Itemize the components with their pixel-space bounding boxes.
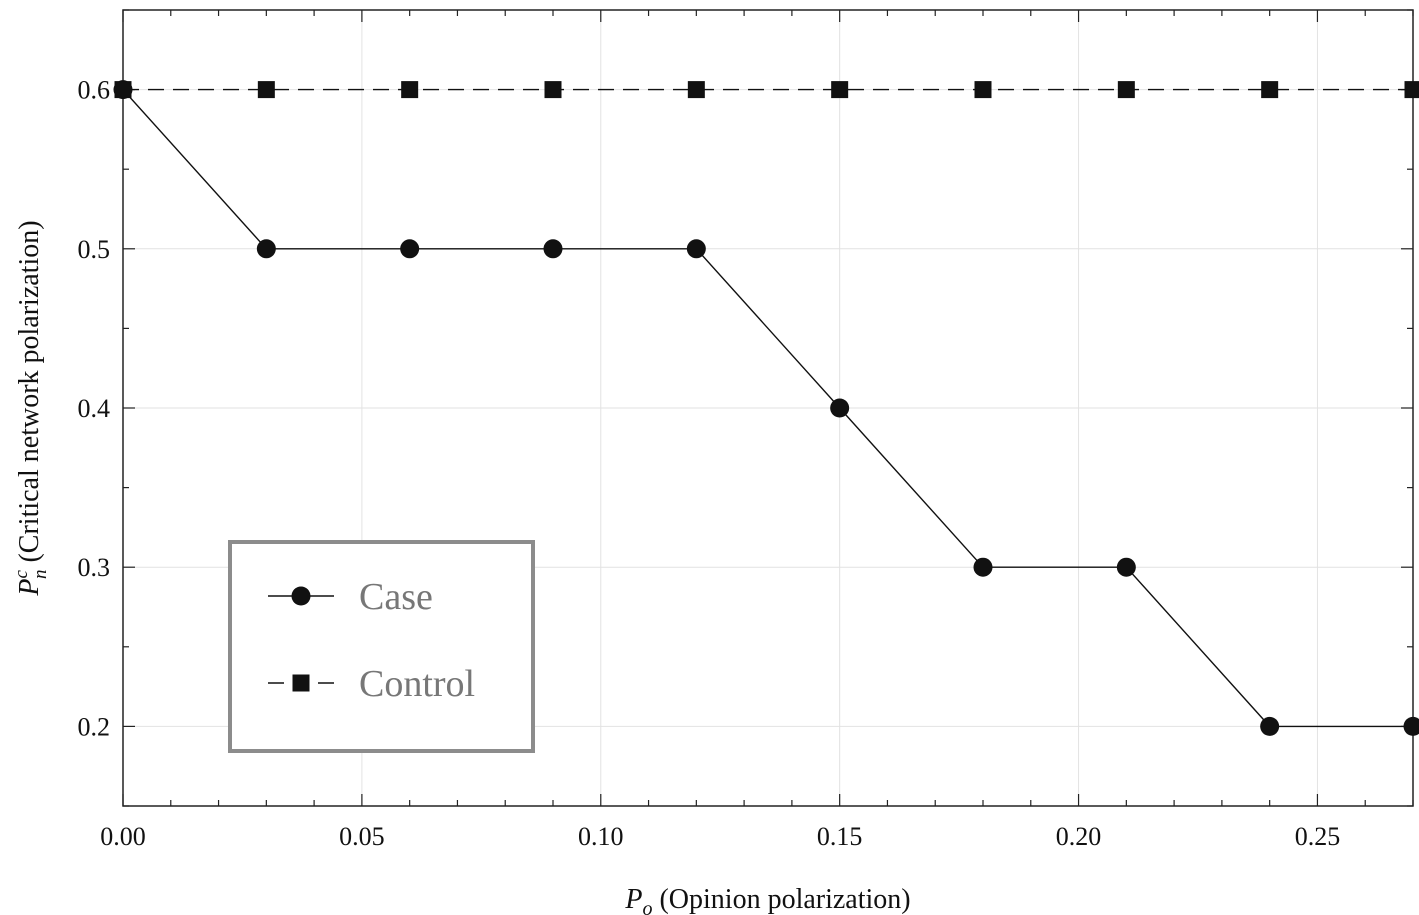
legend-label-case: Case xyxy=(359,576,433,618)
data-point-case xyxy=(543,239,563,259)
data-point-case xyxy=(256,239,276,259)
data-point-control xyxy=(1261,81,1279,99)
y-tick-label: 0.2 xyxy=(78,712,111,741)
data-point-case xyxy=(400,239,420,259)
data-point-control xyxy=(974,81,992,99)
data-point-control xyxy=(831,81,849,99)
y-tick-label: 0.6 xyxy=(78,76,111,105)
legend-label-control: Control xyxy=(359,663,475,705)
data-point-control xyxy=(1404,81,1419,99)
x-tick-label: 0.00 xyxy=(100,822,146,851)
legend-marker-case xyxy=(291,586,311,606)
legend-marker-control xyxy=(292,674,310,692)
y-tick-label: 0.4 xyxy=(78,394,111,423)
legend: Case Control xyxy=(228,540,535,753)
data-point-case xyxy=(1260,716,1280,736)
x-tick-label: 0.25 xyxy=(1295,822,1341,851)
axis-ticks: 0.00 0.05 0.10 0.15 0.20 0.25 0.2 0.3 0.4 0.5 0.6 xyxy=(78,9,1414,851)
x-tick-label: 0.05 xyxy=(339,822,385,851)
x-axis-label: Po (Opinion polarization) xyxy=(624,884,910,915)
y-tick-label: 0.3 xyxy=(78,553,111,582)
data-point-case xyxy=(973,557,993,577)
series-layer xyxy=(113,80,1419,736)
data-point-control xyxy=(1117,81,1135,99)
data-point-control xyxy=(114,81,132,99)
axis-labels: Po (Opinion polarization) Pcn (Critical n… xyxy=(11,220,911,915)
data-point-case xyxy=(686,239,706,259)
series-line-case xyxy=(122,89,1413,728)
x-tick-label: 0.20 xyxy=(1056,822,1102,851)
data-point-case xyxy=(1116,557,1136,577)
data-point-case xyxy=(1403,716,1419,736)
data-point-control xyxy=(257,81,275,99)
y-axis-label: Pcn (Critical network polarization) xyxy=(11,220,51,596)
data-point-control xyxy=(687,81,705,99)
data-point-case xyxy=(830,398,850,418)
data-point-control xyxy=(401,81,419,99)
data-point-control xyxy=(544,81,562,99)
x-tick-label: 0.10 xyxy=(578,822,624,851)
y-tick-label: 0.5 xyxy=(78,235,111,264)
x-tick-label: 0.15 xyxy=(817,822,863,851)
legend-box xyxy=(228,540,535,753)
